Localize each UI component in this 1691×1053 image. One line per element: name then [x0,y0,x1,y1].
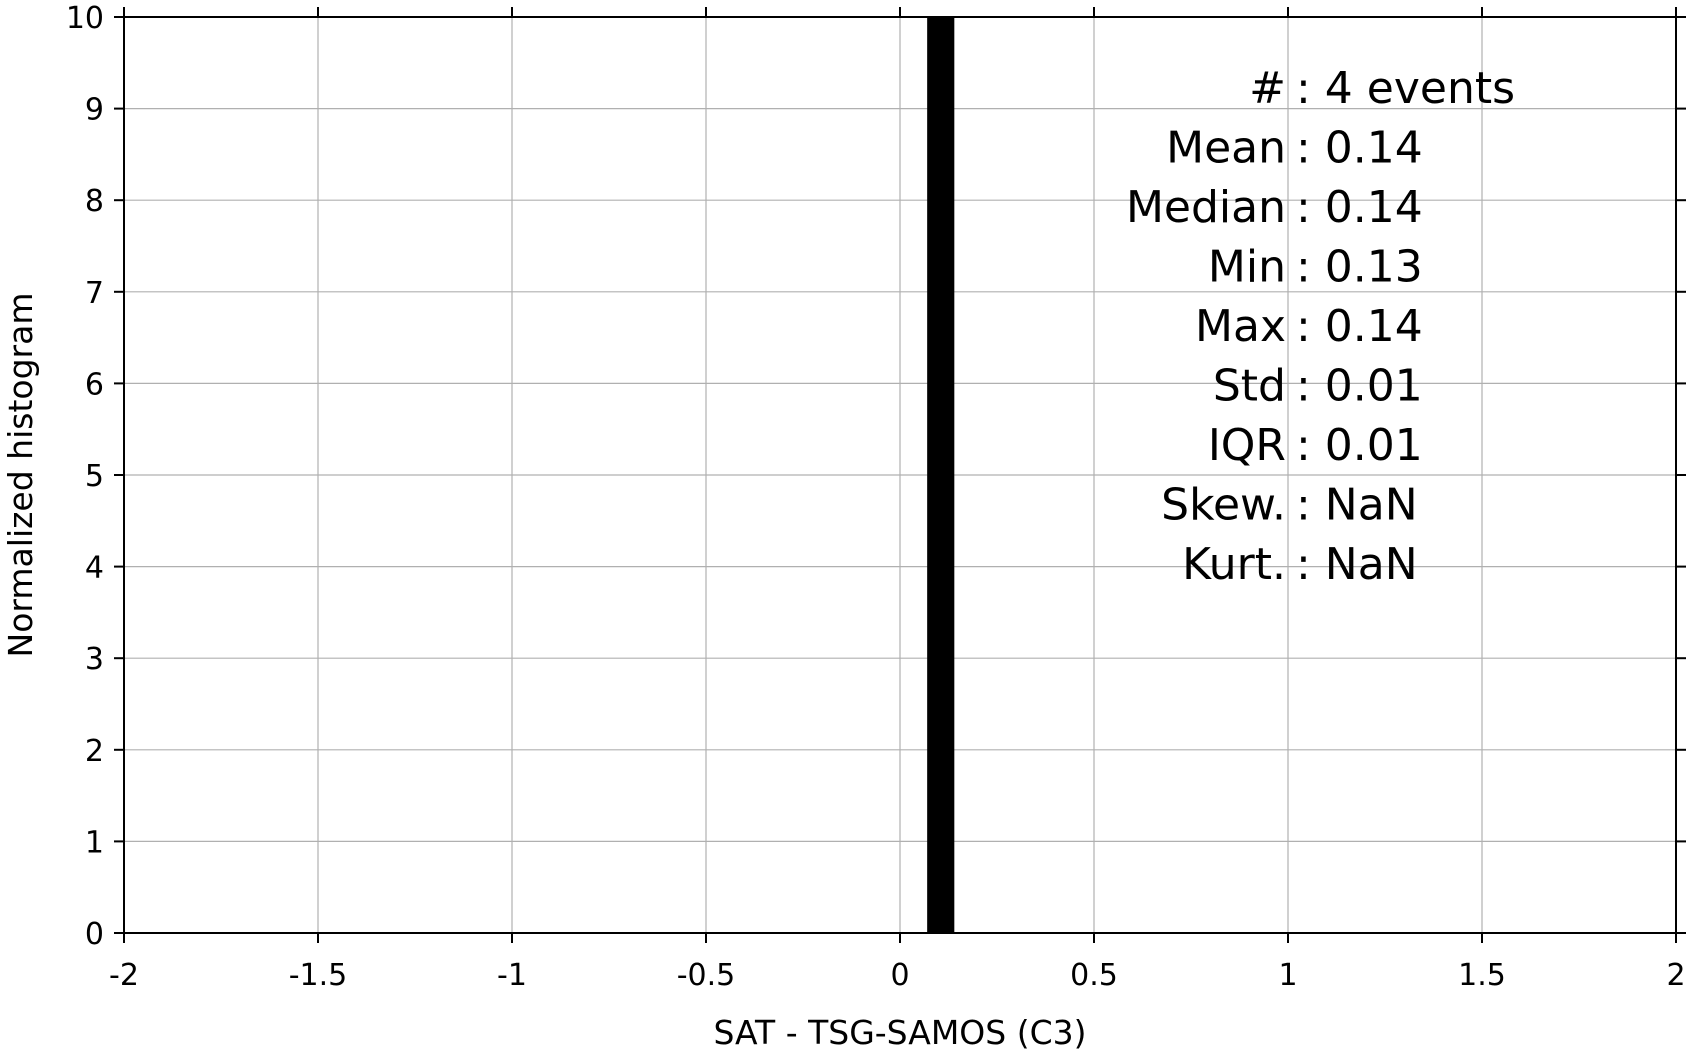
y-tick-label: 0 [85,917,104,952]
stat-label: Mean [1166,123,1286,174]
stat-label: Skew. [1161,480,1286,531]
stat-label: Std [1213,361,1286,412]
y-tick-label: 10 [66,1,104,36]
stat-value: : NaN [1296,539,1418,590]
x-tick-labels: -2 -1.5 -1 -0.5 0 0.5 1 1.5 2 [109,958,1686,993]
x-tick-label: -1.5 [289,958,348,993]
bars [927,17,955,933]
y-tick-label: 9 [85,93,104,128]
x-tick-label: 2 [1666,958,1685,993]
y-tick-label: 7 [85,276,104,311]
y-tick-label: 3 [85,642,104,677]
stat-value: : NaN [1296,480,1418,531]
stat-label: Median [1126,182,1286,233]
histogram-bar [927,17,955,933]
y-axis-label: Normalized histogram [1,293,40,658]
x-tick-label: 1.5 [1458,958,1506,993]
x-tick-label: -1 [497,958,527,993]
stat-value: : 0.14 [1296,301,1423,352]
stat-label: Min [1208,242,1286,293]
y-tick-label: 8 [85,184,104,219]
x-tick-label: -0.5 [677,958,736,993]
x-axis-label: SAT - TSG-SAMOS (C3) [713,1013,1086,1052]
x-tick-label: 1 [1278,958,1297,993]
grid [123,16,1677,934]
stat-value: : 0.14 [1296,123,1423,174]
stat-label: Kurt. [1182,539,1286,590]
y-tick-labels: 0 1 2 3 4 5 6 7 8 9 10 [66,1,104,952]
y-tick-label: 4 [85,551,104,586]
stat-label: Max [1195,301,1286,352]
x-tick-label: 0 [890,958,909,993]
stat-label: # [1249,63,1286,114]
stat-value: : 0.14 [1296,182,1423,233]
stat-label: IQR [1208,420,1286,471]
y-tick-label: 6 [85,367,104,402]
y-tick-label: 1 [85,825,104,860]
stat-value: : 0.01 [1296,420,1423,471]
stat-value: : 0.01 [1296,361,1423,412]
axis-ticks [114,7,1686,943]
stat-value: : 0.13 [1296,242,1423,293]
stat-value: : 4 events [1296,63,1515,114]
y-tick-label: 5 [85,459,104,494]
x-tick-label: 0.5 [1070,958,1118,993]
y-tick-label: 2 [85,734,104,769]
x-tick-label: -2 [109,958,139,993]
